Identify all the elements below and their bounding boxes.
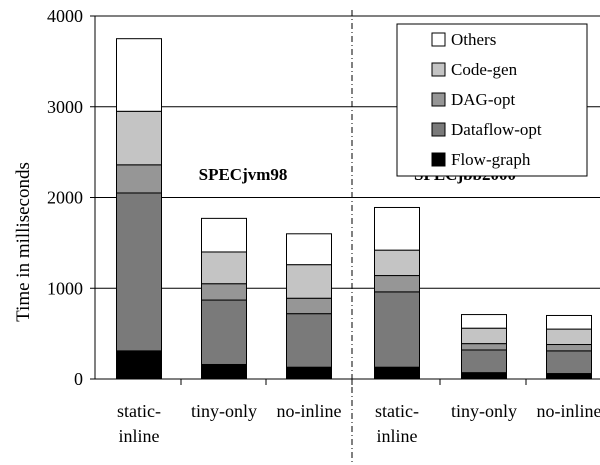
bar-segment-flow-graph [374,366,420,380]
bar-segment-code-gen [546,328,592,346]
bars [116,38,592,380]
bar-segment-dataflow-opt [546,350,592,375]
legend-label: Others [451,30,496,49]
axes [90,10,600,465]
y-axis-title: Time in milliseconds [13,162,34,322]
bar-segment-dag-opt [461,343,507,351]
x-category-label: static- [375,401,419,421]
bar-segment-flow-graph [116,350,162,380]
bar-segment-dag-opt [374,275,420,293]
x-category-label: static- [117,401,161,421]
bar-segment-dag-opt [546,344,592,352]
bar-segment-dag-opt [201,283,247,301]
legend-swatch [431,122,446,137]
bar-segment-dataflow-opt [116,192,162,352]
bar-segment-others [116,38,162,112]
legend-label: Dataflow-opt [451,120,542,139]
legend-swatch [431,62,446,77]
legend-label: Code-gen [451,60,518,79]
bar-segment-flow-graph [286,366,332,380]
x-category-label: tiny-only [451,401,517,421]
bar-segment-others [201,217,247,253]
bar-segment-code-gen [201,251,247,285]
legend-label: Flow-graph [451,150,531,169]
bar-segment-code-gen [374,249,420,277]
bar-segment-others [461,314,507,329]
bar-segment-others [286,233,332,266]
bar-segment-dag-opt [116,164,162,194]
bar-segment-others [374,206,420,251]
legend-box [396,23,588,177]
bar-segment-dataflow-opt [286,313,332,368]
legend-label: DAG-opt [451,90,515,109]
y-tick-labels: 0 1000 2000 3000 4000 [47,6,83,389]
y-tick-label: 4000 [47,6,83,26]
bar-segment-dataflow-opt [201,299,247,365]
bar-segment-code-gen [286,264,332,299]
legend: Others Code-gen DAG-opt Dataflow-opt Flow-gr… [396,23,588,177]
group-label: SPECjvm98 [199,165,288,184]
bar-segment-flow-graph [201,363,247,380]
x-category-label: no-inline [537,401,600,421]
y-tick-label: 3000 [47,97,83,117]
y-tick-label: 2000 [47,188,83,208]
x-category-label: inline [119,426,160,446]
bar-segment-dataflow-opt [461,349,507,374]
bar-segment-flow-graph [461,372,507,380]
y-tick-label: 1000 [47,278,83,298]
bar-segment-dataflow-opt [374,291,420,368]
legend-swatch [431,32,446,47]
bar-segment-dag-opt [286,297,332,315]
bar-segment-code-gen [461,327,507,345]
gridlines [95,15,600,289]
bar-segment-flow-graph [546,373,592,380]
legend-swatch [431,152,446,167]
x-category-labels: static-inline tiny-only no-inline static-in… [117,401,600,446]
y-tick-label: 0 [74,369,83,389]
x-category-label: no-inline [277,401,342,421]
x-category-label: tiny-only [191,401,257,421]
x-category-label: inline [377,426,418,446]
legend-swatch [431,92,446,107]
bar-segment-code-gen [116,110,162,166]
bar-segment-others [546,314,592,330]
